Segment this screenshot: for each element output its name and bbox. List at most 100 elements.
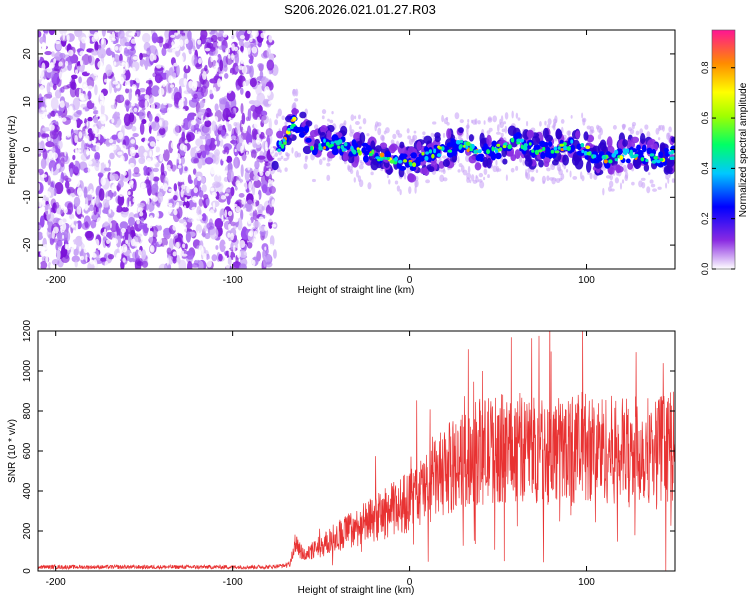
noise-gap <box>268 34 273 43</box>
signal-halo <box>275 113 279 119</box>
noise-blob <box>201 150 207 159</box>
noise-gap <box>146 222 153 229</box>
noise-gap <box>241 123 244 128</box>
signal-band <box>482 156 488 168</box>
signal-core <box>494 152 502 160</box>
signal-halo <box>655 127 660 135</box>
noise-blob <box>254 160 260 170</box>
noise-blob <box>136 233 143 244</box>
noise-blob <box>240 87 244 95</box>
noise-blob <box>84 230 93 239</box>
noise-blob <box>123 113 131 127</box>
signal-halo <box>407 135 412 140</box>
noise-blob <box>240 45 244 52</box>
noise-blob <box>210 34 218 43</box>
noise-blob <box>204 144 210 155</box>
noise-blob <box>103 221 109 227</box>
noise-gap <box>174 32 179 36</box>
noise-gap <box>144 134 148 144</box>
signal-halo <box>408 186 412 194</box>
noise-blob <box>38 224 42 230</box>
noise-gap <box>48 124 55 131</box>
signal-halo <box>386 174 389 179</box>
noise-gap <box>160 253 164 261</box>
signal-band <box>583 131 589 141</box>
noise-gap <box>191 83 198 91</box>
signal-halo <box>525 120 529 127</box>
noise-gap <box>159 95 163 103</box>
noise-blob <box>132 133 139 138</box>
noise-gap <box>221 214 224 222</box>
signal-peak <box>649 153 655 157</box>
noise-blob <box>138 109 146 120</box>
noise-blob <box>224 146 230 155</box>
noise-gap <box>135 94 139 101</box>
noise-gap <box>91 192 95 198</box>
noise-blob <box>102 237 108 242</box>
signal-halo <box>349 131 354 137</box>
noise-gap <box>136 121 140 131</box>
noise-gap <box>178 157 182 165</box>
signal-peak <box>659 157 664 162</box>
noise-gap <box>86 121 89 127</box>
noise-blob <box>201 184 207 193</box>
noise-blob <box>145 80 153 85</box>
noise-gap <box>158 87 165 96</box>
signal-halo <box>291 147 294 154</box>
noise-gap <box>126 45 132 50</box>
noise-blob <box>265 254 272 263</box>
signal-core <box>363 155 369 163</box>
noise-gap <box>253 230 258 238</box>
signal-band <box>442 159 450 168</box>
noise-gap <box>138 249 142 257</box>
noise-gap <box>152 196 158 202</box>
noise-blob <box>209 227 219 240</box>
noise-gap <box>232 203 238 208</box>
noise-gap <box>206 258 212 268</box>
noise-gap <box>56 163 61 169</box>
noise-blob <box>213 149 221 157</box>
signal-halo <box>381 135 385 142</box>
noise-gap <box>267 31 271 36</box>
signal-core <box>361 142 369 147</box>
signal-halo <box>358 179 364 188</box>
noise-gap <box>43 111 50 115</box>
noise-blob <box>251 183 256 196</box>
noise-gap <box>105 33 111 37</box>
noise-gap <box>146 157 152 165</box>
noise-blob <box>115 205 123 213</box>
noise-gap <box>129 66 132 74</box>
noise-gap <box>180 97 185 102</box>
colorbar-tick-label: 0.4 <box>700 162 710 175</box>
signal-halo <box>647 172 651 176</box>
noise-blob <box>46 82 51 94</box>
noise-gap <box>173 62 179 67</box>
noise-gap <box>244 207 247 213</box>
noise-blob <box>139 58 146 67</box>
noise-gap <box>179 39 184 47</box>
noise-gap <box>134 191 138 198</box>
noise-gap <box>215 62 219 69</box>
signal-peak <box>531 149 535 153</box>
noise-gap <box>118 141 123 148</box>
noise-gap <box>181 184 186 190</box>
noise-blob <box>261 114 269 125</box>
noise-gap <box>186 185 190 194</box>
noise-blob <box>59 178 63 183</box>
noise-gap <box>171 41 174 47</box>
noise-blob <box>158 37 163 48</box>
noise-gap <box>249 230 254 238</box>
noise-gap <box>41 199 46 207</box>
noise-gap <box>51 167 54 177</box>
signal-peak <box>585 145 591 150</box>
noise-blob <box>214 103 219 112</box>
noise-blob <box>234 52 240 65</box>
noise-gap <box>168 98 174 104</box>
noise-gap <box>195 257 200 261</box>
signal-peak <box>287 127 291 132</box>
noise-gap <box>143 50 147 54</box>
noise-gap <box>87 160 93 165</box>
noise-blob <box>205 133 211 146</box>
signal-peak <box>278 141 282 146</box>
signal-core <box>543 141 549 147</box>
